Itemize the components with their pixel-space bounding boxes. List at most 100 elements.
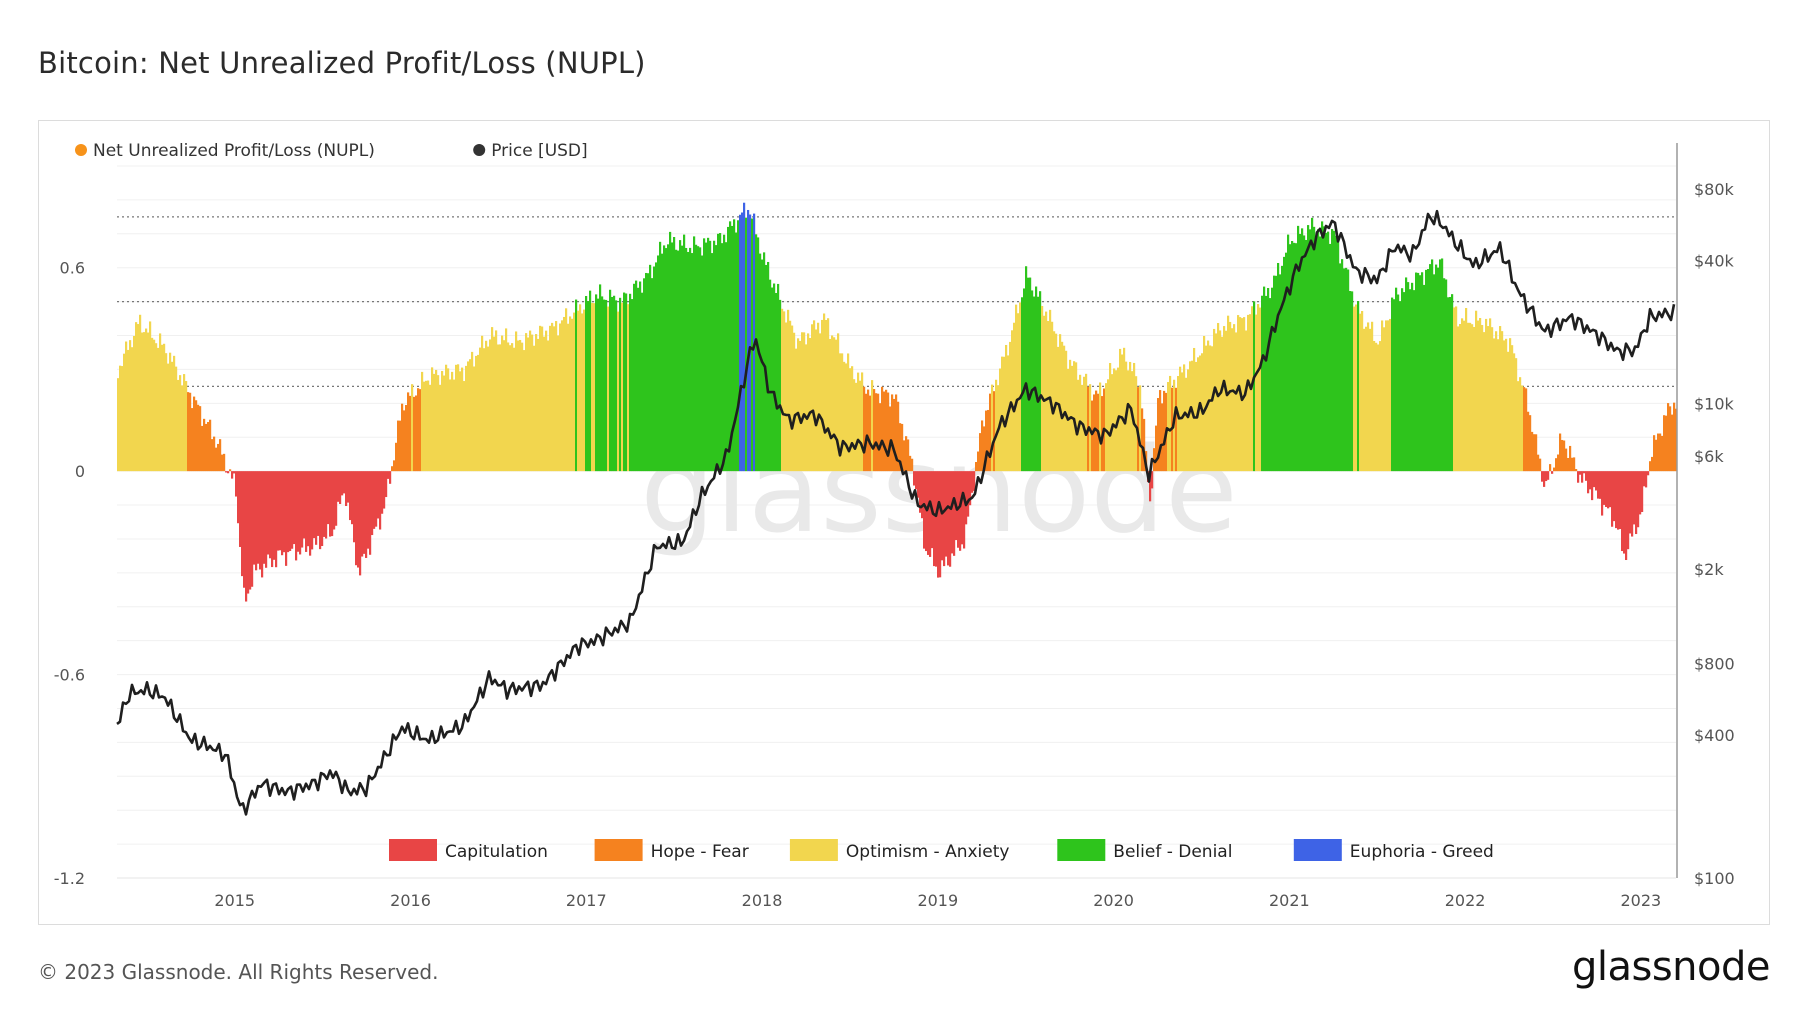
nupl-bar [1011,330,1014,472]
nupl-bar [1405,277,1408,472]
nupl-bar [1121,354,1124,472]
nupl-bar [1317,229,1320,472]
nupl-bar [521,342,524,472]
nupl-bar [357,471,360,568]
nupl-bar [435,369,438,472]
nupl-bar [1311,217,1314,472]
nupl-bar [315,471,318,545]
nupl-bar [873,389,876,472]
nupl-bar [543,336,546,472]
nupl-bar [441,370,444,472]
nupl-bar [451,371,454,472]
nupl-bar [167,363,170,472]
nupl-bar [307,471,310,547]
nupl-bar [771,287,774,472]
copyright-text: © 2023 Glassnode. All Rights Reserved. [38,960,439,984]
nupl-bar [1015,304,1018,472]
nupl-bar [159,333,162,472]
nupl-bar [243,471,246,588]
nupl-bar [1085,373,1088,472]
nupl-bar [1435,264,1438,472]
nupl-bar [399,420,402,472]
nupl-bar [141,332,144,472]
zone-label[interactable]: Euphoria - Greed [1350,842,1494,862]
nupl-bar [239,471,242,547]
nupl-bar [475,355,478,472]
nupl-bar [593,303,596,472]
legend-label[interactable]: Price [USD] [491,141,587,161]
nupl-bar [481,335,484,472]
nupl-bar [1437,267,1440,472]
zone-label[interactable]: Belief - Denial [1113,842,1232,862]
nupl-bar [1497,339,1500,472]
nupl-bar [937,471,940,578]
nupl-bar [1275,275,1278,472]
nupl-bar [739,214,742,472]
nupl-bar [1285,252,1288,472]
nupl-bar [591,302,594,472]
nupl-bar [1111,374,1114,472]
nupl-bar [1541,471,1544,482]
nupl-bar [467,361,470,472]
zone-swatch [594,839,643,861]
nupl-bar [1629,471,1632,534]
nupl-bar [889,406,892,472]
nupl-bar [531,334,534,472]
nupl-bar [609,289,612,472]
nupl-bar [259,471,262,570]
zone-label[interactable]: Optimism - Anxiety [846,842,1010,862]
nupl-bar [285,471,288,566]
zone-label[interactable]: Hope - Fear [651,842,749,862]
nupl-bar [1623,471,1626,554]
legend-label[interactable]: Net Unrealized Profit/Loss (NUPL) [93,141,375,161]
nupl-bar [185,381,188,472]
nupl-bar [577,310,580,472]
nupl-bar [299,471,302,555]
nupl-bar [715,245,718,472]
nupl-bar [459,371,462,472]
nupl-bar [571,318,574,472]
nupl-bar [599,284,602,472]
nupl-bar [1449,296,1452,472]
nupl-bar [1571,457,1574,472]
legend-top: Net Unrealized Profit/Loss (NUPL) Price [… [75,141,588,161]
nupl-bar [1603,471,1606,505]
nupl-bar [1425,269,1428,472]
nupl-bar [1487,326,1490,472]
nupl-bar [597,298,600,472]
nupl-bar [487,346,490,472]
x-tick-label: 2017 [566,891,607,910]
nupl-bar [313,471,316,539]
nupl-bar [839,353,842,472]
nupl-bar [1423,284,1426,472]
nupl-bar [959,471,962,551]
nupl-bar [823,313,826,472]
nupl-bar [801,332,804,472]
nupl-bar [697,246,700,472]
zone-label[interactable]: Capitulation [445,842,548,862]
nupl-bar [595,294,598,472]
nupl-bar [503,340,506,472]
nupl-bar [1461,318,1464,472]
nupl-bar [647,273,650,472]
nupl-bar [317,471,320,536]
nupl-bar [1289,244,1292,472]
nupl-bar [1337,241,1340,472]
nupl-bar [1457,326,1460,472]
nupl-bar [1633,471,1636,525]
nupl-bar [257,471,260,564]
nupl-bar [853,379,856,472]
nupl-bar [1119,348,1122,472]
nupl-bar [633,283,636,472]
nupl-bar [1043,315,1046,472]
nupl-bar [843,361,846,472]
nupl-bar [905,436,908,472]
nupl-bar [665,248,668,472]
nupl-bar [407,392,410,472]
nupl-bar [1601,471,1604,516]
left-tick-label: -1.2 [54,869,85,888]
nupl-bar [619,297,622,472]
nupl-bar [513,347,516,472]
nupl-bar [985,410,988,472]
nupl-bar [361,471,364,557]
